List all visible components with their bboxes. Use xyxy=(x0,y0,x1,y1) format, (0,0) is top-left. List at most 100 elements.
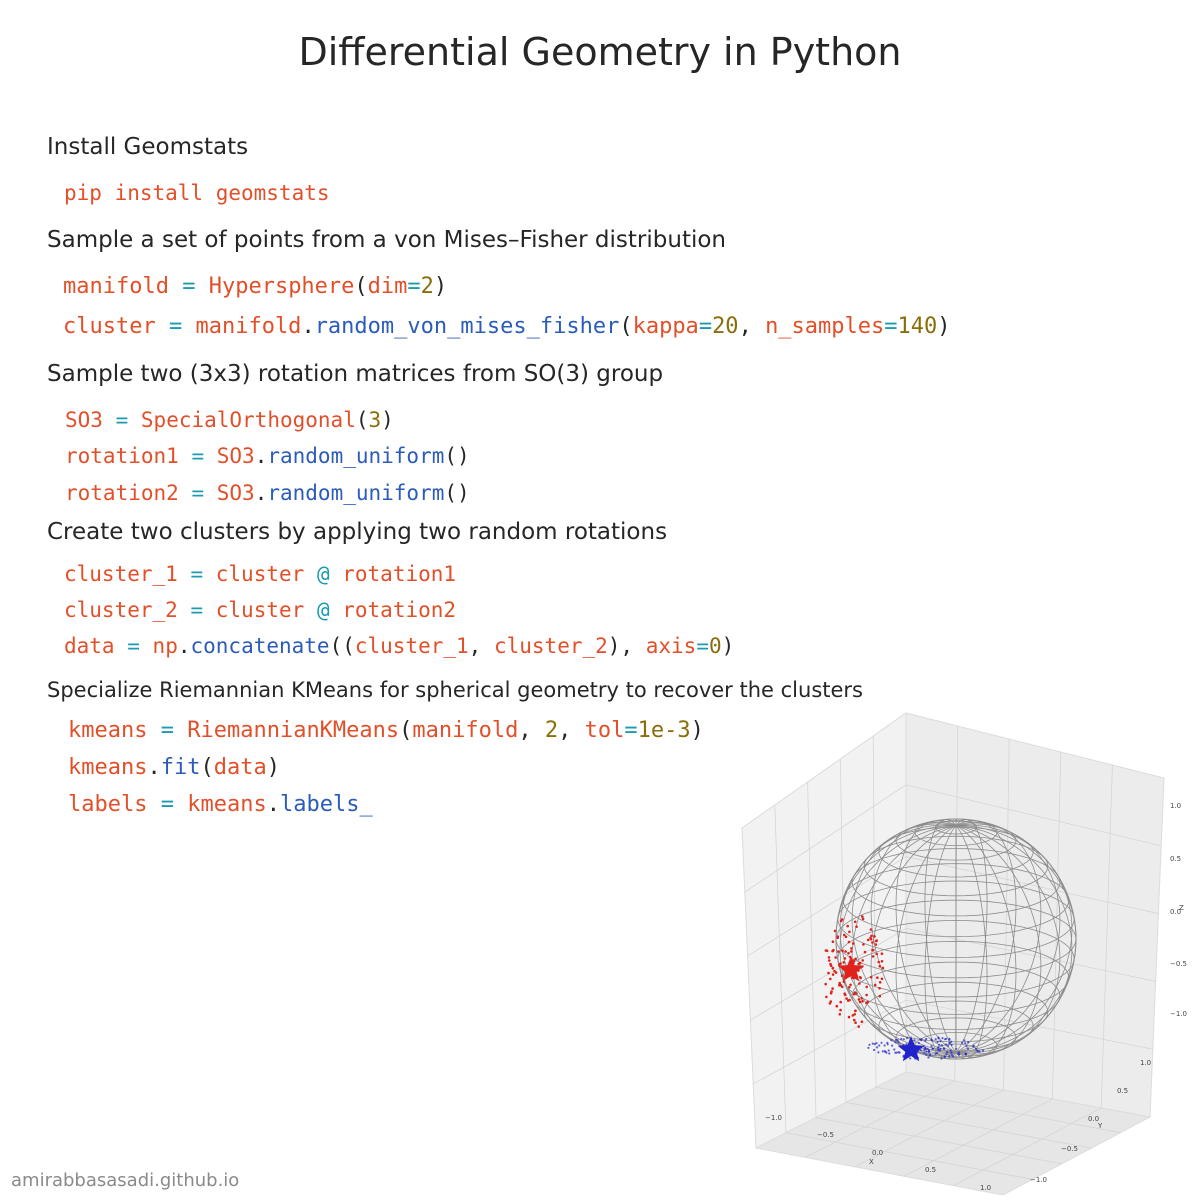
cluster-point-red xyxy=(878,964,882,968)
cluster-point-red xyxy=(846,924,849,928)
cluster-point-red xyxy=(857,998,861,1001)
grid-line xyxy=(953,1107,1102,1186)
cluster-point-red xyxy=(877,960,880,964)
cluster-point-red xyxy=(834,956,837,959)
cluster-point-blue xyxy=(967,1041,970,1044)
cluster-point-red xyxy=(853,1018,856,1022)
code-rotation1: rotation1 = SO3.random_uniform() xyxy=(65,444,470,468)
cluster-point-blue xyxy=(937,1046,940,1049)
cluster-point-blue xyxy=(925,1053,928,1056)
cluster-point-red xyxy=(854,1021,857,1024)
cluster-point-red xyxy=(834,971,838,974)
cluster-point-red xyxy=(847,940,851,944)
cluster-point-red xyxy=(859,976,862,980)
cluster-point-blue xyxy=(939,1040,942,1043)
centroid-star-red xyxy=(837,956,865,982)
section-sample-vmf: Sample a set of points from a von Mises–… xyxy=(47,227,727,253)
cluster-point-red xyxy=(841,949,844,953)
cluster-point-blue xyxy=(880,1041,883,1044)
cluster-point-blue xyxy=(930,1045,933,1048)
cluster-point-red xyxy=(875,952,879,956)
cluster-point-blue xyxy=(898,1051,901,1054)
cluster-point-blue xyxy=(949,1049,952,1052)
cluster-point-blue xyxy=(964,1052,967,1055)
grid-line xyxy=(1100,764,1113,1109)
cluster-point-red xyxy=(839,1008,842,1012)
grid-line xyxy=(807,781,817,1118)
cluster-point-blue xyxy=(890,1039,893,1042)
cluster-point-red xyxy=(848,985,851,989)
cluster-point-blue xyxy=(934,1038,937,1041)
cluster-point-red xyxy=(825,995,828,999)
cluster-point-red xyxy=(881,966,885,970)
cluster-point-blue xyxy=(919,1049,922,1052)
cluster-point-blue xyxy=(944,1037,948,1040)
cluster-point-red xyxy=(850,947,853,950)
grid-line xyxy=(905,999,1153,1050)
section-install: Install Geomstats xyxy=(47,134,249,160)
cluster-point-blue xyxy=(982,1049,985,1052)
grid-line xyxy=(744,784,907,893)
wire-meridian xyxy=(955,825,988,1059)
cluster-point-red xyxy=(863,950,867,954)
cluster-point-blue xyxy=(924,1048,927,1051)
cluster-point-red xyxy=(850,950,853,953)
cluster-point-red xyxy=(878,981,882,984)
cluster-point-blue xyxy=(871,1042,874,1045)
cluster-point-red xyxy=(837,950,840,953)
grid-line xyxy=(905,784,1162,847)
cluster-point-blue xyxy=(875,1042,878,1045)
cluster-point-blue xyxy=(926,1047,929,1050)
cluster-point-blue xyxy=(942,1047,945,1050)
cluster-point-blue xyxy=(925,1037,928,1041)
cluster-point-red xyxy=(876,976,879,979)
x-tick: −1.0 xyxy=(765,1114,782,1122)
cluster-point-blue xyxy=(974,1047,978,1050)
grid-line xyxy=(753,999,907,1085)
cluster-point-blue xyxy=(917,1041,920,1045)
cluster-point-red xyxy=(855,925,858,928)
cluster-point-blue xyxy=(936,1040,939,1044)
grid-line xyxy=(805,1080,955,1158)
cluster-point-blue xyxy=(894,1038,898,1041)
cluster-point-blue xyxy=(944,1043,948,1046)
section-clusters: Create two clusters by applying two rand… xyxy=(47,519,668,545)
cluster-point-red xyxy=(880,952,884,955)
cluster-point-blue xyxy=(937,1037,940,1040)
cluster-point-blue xyxy=(891,1044,894,1047)
cluster-point-red xyxy=(839,1000,842,1004)
cluster-point-blue xyxy=(877,1051,880,1054)
wire-meridian xyxy=(955,820,1017,1053)
centroid-star-blue xyxy=(897,1036,925,1062)
cluster-point-red xyxy=(839,962,842,965)
sphere-cluster-plot: 1.0 0.5 0.0 −0.5 −1.0 Z −1.0 −0.5 0.0 0.… xyxy=(741,712,1187,1195)
cluster-point-blue xyxy=(873,1048,876,1052)
cluster-point-red xyxy=(831,940,835,943)
grid-line xyxy=(854,1089,1004,1168)
cluster-point-red xyxy=(836,936,839,940)
cluster-point-blue xyxy=(909,1057,912,1060)
z-tick: −0.5 xyxy=(1170,960,1187,968)
cluster-point-blue xyxy=(886,1043,889,1046)
cluster-point-blue xyxy=(972,1045,975,1048)
cluster-point-red xyxy=(833,929,837,933)
grid-line xyxy=(1003,738,1010,1091)
wire-meridian xyxy=(839,824,957,1053)
cluster-point-blue xyxy=(940,1057,943,1060)
wire-meridian xyxy=(955,824,1073,1053)
cluster-point-red xyxy=(842,961,845,964)
cluster-point-blue xyxy=(929,1053,932,1056)
cluster-point-red xyxy=(861,1000,864,1003)
cluster-point-blue xyxy=(927,1056,930,1059)
cluster-point-red xyxy=(825,949,829,953)
cluster-point-blue xyxy=(924,1039,927,1042)
cluster-point-red xyxy=(878,987,881,990)
cluster-point-red xyxy=(824,982,827,986)
cluster-point-blue xyxy=(881,1050,884,1053)
cluster-point-blue xyxy=(948,1055,951,1058)
cluster-point-blue xyxy=(927,1049,931,1052)
cluster-point-blue xyxy=(897,1041,900,1044)
cluster-point-red xyxy=(874,943,878,946)
cluster-point-blue xyxy=(867,1046,870,1049)
cluster-point-red xyxy=(831,949,834,953)
